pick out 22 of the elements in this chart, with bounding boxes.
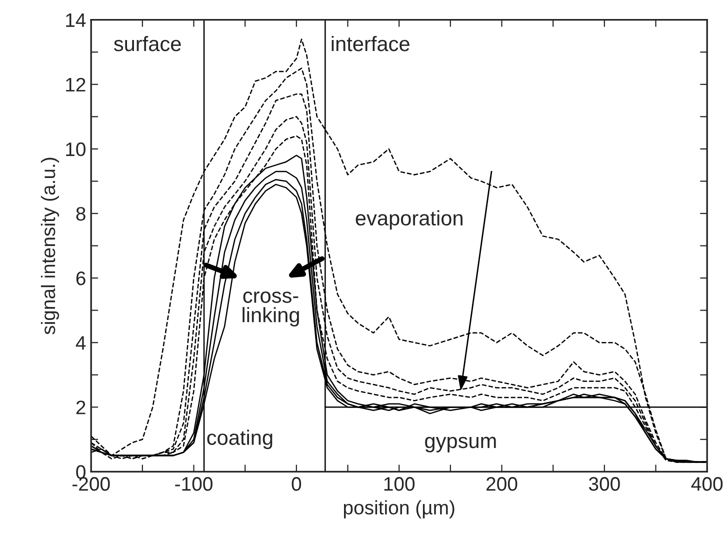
annotation: cross- linking	[242, 292, 299, 326]
x-tick-label: 300	[588, 477, 620, 491]
x-tick-label: -200	[72, 477, 110, 491]
y-tick-label: 12	[66, 78, 86, 92]
x-tick-label: 100	[384, 477, 415, 491]
y-axis-title: signal intensity (a.u.)	[40, 158, 60, 334]
x-tick-label: 200	[486, 477, 518, 491]
y-tick-label: 6	[76, 272, 86, 286]
annotation: evaporation	[356, 210, 462, 230]
x-tick-label: 400	[691, 477, 723, 491]
y-tick-label: 4	[76, 336, 86, 350]
x-tick-label: -100	[175, 477, 212, 491]
y-tick-label: 10	[66, 142, 86, 156]
annotation: coating	[207, 430, 272, 450]
y-tick-label: 8	[76, 206, 86, 221]
annotation: gypsum	[425, 436, 496, 452]
annotation: surface	[114, 36, 181, 52]
x-axis-title: position (µm)	[344, 500, 454, 518]
y-tick-label: 2	[76, 400, 86, 414]
x-tick-label: 0	[292, 477, 302, 491]
y-tick-label: 14	[66, 14, 86, 27]
annotation: interface	[332, 36, 410, 52]
